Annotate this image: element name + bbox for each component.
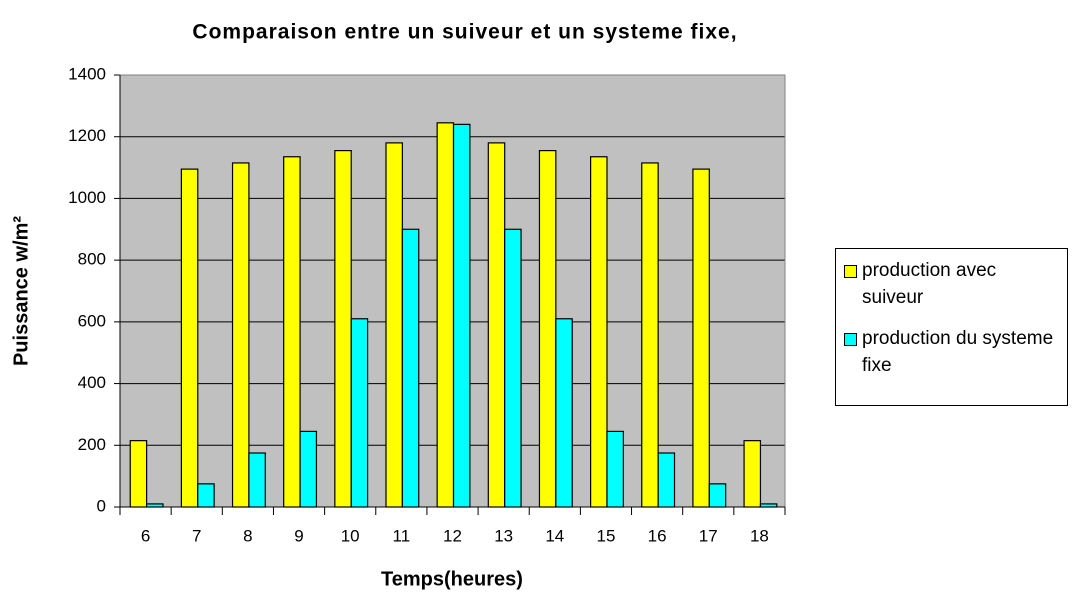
- legend-label: production du systeme fixe: [862, 328, 1054, 376]
- bar: [401, 228, 420, 508]
- bar: [538, 150, 557, 508]
- bar: [641, 162, 659, 508]
- x-tick-label: 10: [341, 526, 360, 545]
- y-tick-label: 1400: [68, 64, 106, 83]
- y-tick-label: 0: [97, 496, 106, 515]
- y-tick-label: 1200: [68, 126, 106, 145]
- bar: [692, 168, 710, 508]
- bar: [590, 156, 608, 508]
- bar: [299, 430, 318, 508]
- bar: [248, 452, 266, 508]
- bar: [708, 483, 727, 508]
- bar: [436, 122, 455, 508]
- chart-title: Comparaison entre un suiveur et un syste…: [192, 21, 737, 44]
- legend: production avec suiveur production du sys…: [835, 248, 1068, 406]
- y-tick-label: 800: [78, 250, 106, 269]
- bar: [180, 168, 199, 508]
- y-tick-label: 200: [78, 435, 106, 454]
- bar: [283, 156, 301, 508]
- x-tick-label: 11: [393, 526, 411, 545]
- bar: [504, 228, 522, 508]
- x-tick-label: 13: [494, 526, 513, 545]
- x-tick-label: 17: [699, 526, 718, 545]
- bar: [743, 440, 762, 508]
- x-tick-label: 9: [294, 526, 303, 545]
- legend-item: production avec suiveur: [844, 257, 1059, 311]
- legend-item: production du systeme fixe: [844, 325, 1059, 379]
- y-tick-label: 600: [78, 311, 106, 330]
- bar: [197, 483, 215, 508]
- y-axis-label: Puissance w/m²: [10, 216, 32, 366]
- x-tick-label: 14: [545, 526, 564, 545]
- y-tick-label: 1000: [68, 188, 106, 207]
- bar: [452, 123, 471, 508]
- x-tick-label: 15: [597, 526, 616, 545]
- bar: [146, 503, 164, 508]
- x-tick-label: 7: [192, 526, 201, 545]
- x-axis-label: Temps(heures): [381, 568, 523, 590]
- x-tick-label: 8: [243, 526, 252, 545]
- legend-swatch: [844, 265, 857, 278]
- bar: [606, 430, 624, 508]
- bar: [231, 162, 250, 508]
- y-tick-label: 400: [78, 373, 106, 392]
- bar: [385, 142, 403, 508]
- bar: [759, 503, 778, 508]
- bar: [334, 150, 352, 508]
- x-tick-label: 16: [648, 526, 667, 545]
- legend-swatch: [844, 333, 857, 346]
- bar: [487, 142, 506, 508]
- bar: [350, 318, 369, 508]
- x-tick-label: 18: [750, 526, 769, 545]
- bar: [129, 440, 148, 508]
- x-tick-label: 6: [141, 526, 150, 545]
- legend-label: production avec suiveur: [862, 260, 997, 308]
- bar: [555, 318, 573, 508]
- bar: [657, 452, 676, 508]
- x-tick-label: 12: [443, 526, 462, 545]
